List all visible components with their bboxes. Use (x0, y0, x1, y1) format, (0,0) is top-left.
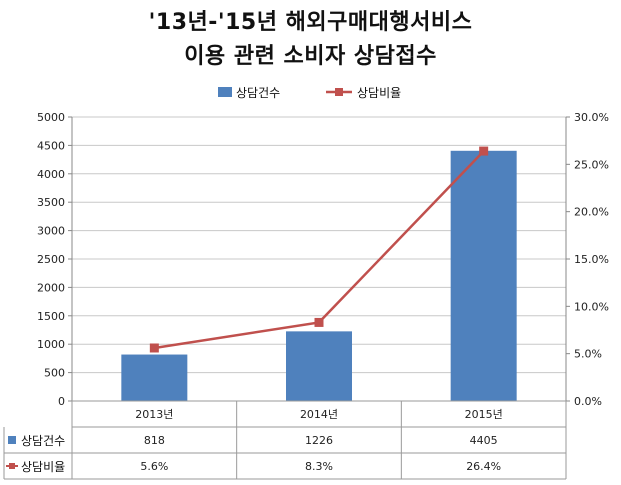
legend-key-marker (335, 88, 343, 96)
left-axis-tick-label: 3500 (37, 196, 65, 209)
category-label: 2014년 (300, 408, 338, 421)
legend-label: 상담건수 (236, 86, 280, 100)
table-row-label: 상담비율 (21, 460, 65, 474)
right-axis-tick-label: 20.0% (574, 206, 609, 219)
right-axis-tick-label: 30.0% (574, 111, 609, 124)
left-axis-tick-label: 5000 (37, 111, 65, 124)
chart-title-line-1: '13년-'15년 해외구매대행서비스 (148, 10, 473, 35)
left-axis-tick-label: 500 (44, 367, 65, 380)
right-axis-tick-label: 15.0% (574, 253, 609, 266)
line-marker-2015년 (479, 146, 489, 156)
category-label: 2013년 (135, 408, 173, 421)
legend-key-bar (218, 87, 232, 97)
table-key-marker (9, 463, 15, 469)
table-value: 4405 (470, 434, 498, 447)
left-axis-tick-label: 4000 (37, 168, 65, 181)
table-value: 8.3% (305, 460, 333, 473)
left-axis-tick-label: 0 (58, 395, 65, 408)
right-axis-tick-label: 0.0% (574, 395, 602, 408)
right-axis-tick-label: 5.0% (574, 348, 602, 361)
category-label: 2015년 (465, 408, 503, 421)
left-axis-tick-label: 4500 (37, 139, 65, 152)
table-value: 818 (144, 434, 165, 447)
right-axis-tick-label: 10.0% (574, 300, 609, 313)
left-axis-tick-label: 1500 (37, 310, 65, 323)
bar-2013년 (121, 354, 188, 401)
left-axis-tick-label: 2500 (37, 253, 65, 266)
table-value: 26.4% (466, 460, 501, 473)
chart-title-line-2: 이용 관련 소비자 상담접수 (184, 44, 437, 69)
legend-label: 상담비율 (357, 86, 401, 100)
table-value: 1226 (305, 434, 333, 447)
bar-2014년 (286, 331, 352, 401)
line-marker-2013년 (149, 343, 159, 353)
table-row-label: 상담건수 (21, 434, 65, 448)
right-axis-tick-label: 25.0% (574, 158, 609, 171)
table-key-bar (8, 436, 16, 444)
left-axis-tick-label: 3000 (37, 225, 65, 238)
left-axis-tick-label: 2000 (37, 281, 65, 294)
bar-2015년 (450, 150, 517, 401)
line-marker-2014년 (314, 317, 324, 327)
left-axis-tick-label: 1000 (37, 338, 65, 351)
table-value: 5.6% (140, 460, 168, 473)
